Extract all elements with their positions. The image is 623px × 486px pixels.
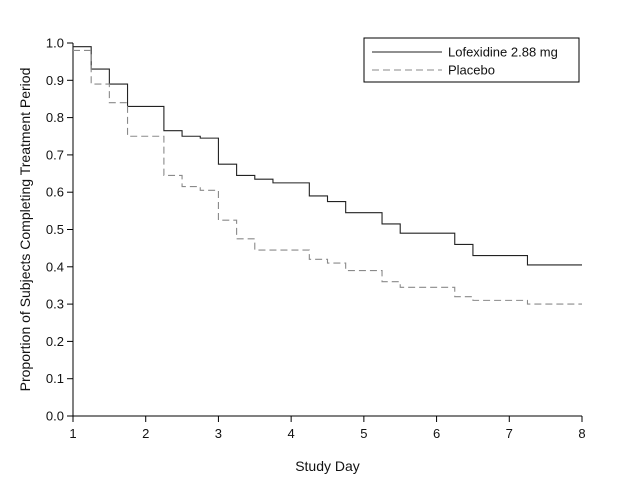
chart-series bbox=[73, 46, 582, 305]
y-tick-label: 0.2 bbox=[46, 334, 64, 349]
y-tick-label: 0.4 bbox=[46, 259, 64, 274]
x-tick-label: 8 bbox=[578, 426, 585, 441]
x-axis-label: Study Day bbox=[295, 458, 360, 474]
y-tick-label: 0.7 bbox=[46, 147, 64, 162]
x-tick-label: 2 bbox=[142, 426, 149, 441]
x-tick-label: 1 bbox=[69, 426, 76, 441]
legend-label: Placebo bbox=[448, 63, 495, 78]
series-line-lofexidine bbox=[73, 46, 582, 266]
x-tick-label: 5 bbox=[360, 426, 367, 441]
y-tick-label: 0.1 bbox=[46, 371, 64, 386]
y-tick-label: 0.3 bbox=[46, 297, 64, 312]
x-tick-label: 6 bbox=[433, 426, 440, 441]
y-tick-label: 0.8 bbox=[46, 110, 64, 125]
legend-label: Lofexidine 2.88 mg bbox=[448, 45, 558, 60]
y-tick-label: 0.9 bbox=[46, 73, 64, 88]
chart-legend: Lofexidine 2.88 mg Placebo bbox=[363, 37, 580, 83]
y-tick-label: 1.0 bbox=[46, 36, 64, 51]
series-line-placebo bbox=[73, 49, 582, 305]
y-tick-label: 0.6 bbox=[46, 185, 64, 200]
chart-axes: 1 2 3 4 5 6 7 8 0.0 0.1 0.2 0.3 0.4 0.5 0.6 0.7 0.8 0.9 1.… bbox=[46, 36, 586, 442]
x-tick-label: 7 bbox=[506, 426, 513, 441]
legend-box bbox=[363, 37, 580, 83]
y-tick-label: 0.0 bbox=[46, 409, 64, 424]
y-tick-label: 0.5 bbox=[46, 222, 64, 237]
y-axis-label: Proportion of Subjects Completing Treatm… bbox=[17, 68, 33, 392]
x-tick-label: 4 bbox=[288, 426, 295, 441]
x-tick-label: 3 bbox=[215, 426, 222, 441]
